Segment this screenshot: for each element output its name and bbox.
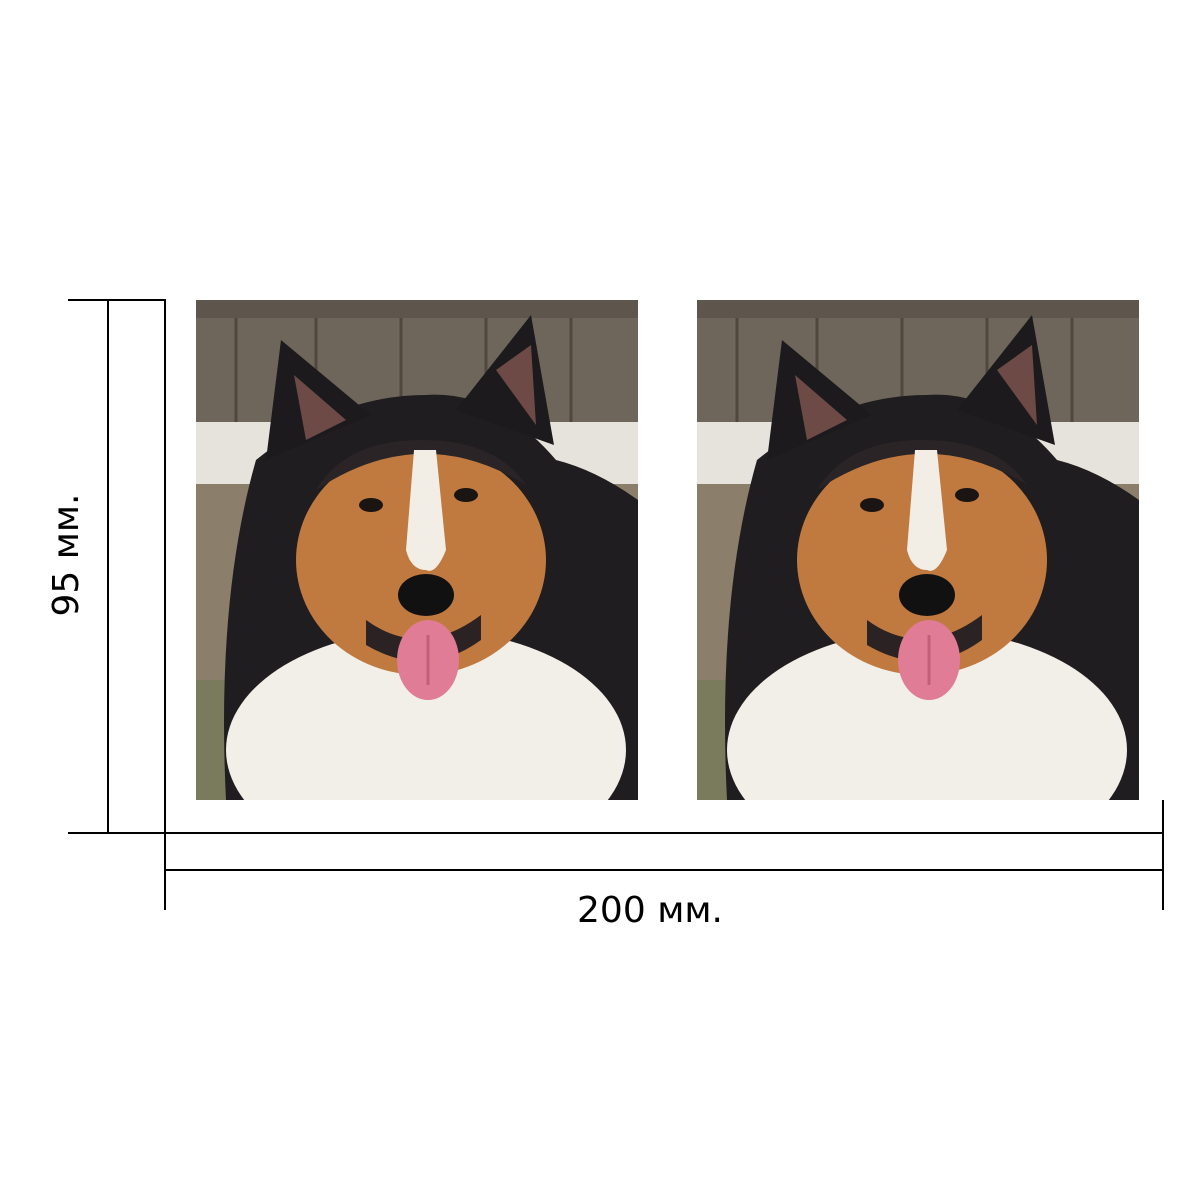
height-label: 95 мм.: [46, 493, 87, 616]
photo-left: [196, 300, 638, 800]
width-label: 200 мм.: [577, 890, 723, 931]
height-dimension: 95 мм.: [46, 299, 166, 834]
width-dimension: 200 мм.: [164, 800, 1164, 931]
photo-right: [697, 300, 1139, 800]
